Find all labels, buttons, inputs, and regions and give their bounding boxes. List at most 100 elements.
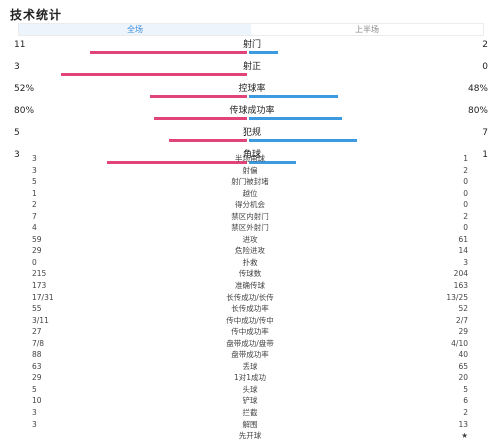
list-stats-section: 3 半场角球 1 3 射偏 2 5 射门被封堵 0 1 越位 0 2 得分机会 0 7 禁区内射门 2 4 禁区外射门… [24, 153, 476, 440]
stat-label: 得分机会 [235, 200, 265, 210]
home-value: 29 [32, 246, 42, 256]
home-value: 3/11 [32, 315, 49, 325]
stat-label: 头球 [242, 384, 258, 394]
home-value: 3 [32, 408, 37, 418]
away-bar [249, 139, 357, 142]
tab-full-match[interactable]: 全场 [19, 24, 251, 35]
home-value: 5 [32, 177, 37, 187]
away-value: 2 [463, 211, 468, 221]
list-stat-row: 29 1对1成功 20 [24, 372, 476, 384]
list-stat-row: 63 丢球 65 [24, 361, 476, 373]
home-value: 55 [32, 304, 42, 314]
list-stat-row: 7 禁区内射门 2 [24, 211, 476, 223]
away-value: 0 [463, 223, 468, 233]
away-value: 20 [458, 373, 468, 383]
home-bar [90, 51, 247, 54]
home-value: 7/8 [32, 338, 45, 348]
list-stat-row: 29 危险进攻 14 [24, 245, 476, 257]
list-stat-row: 2 得分机会 0 [24, 199, 476, 211]
stat-label: 准确传球 [235, 281, 265, 291]
bar-stat-row: 3 角球 1 [10, 150, 494, 172]
list-stat-row: 5 头球 5 [24, 384, 476, 396]
stat-label: 控球率 [238, 84, 266, 94]
away-value: 2 [463, 165, 468, 175]
away-bar [249, 117, 342, 120]
list-stat-row: 5 射门被封堵 0 [24, 176, 476, 188]
away-value: 65 [458, 361, 468, 371]
home-value: 7 [32, 211, 37, 221]
home-value: 3 [32, 165, 37, 175]
list-stat-row: 55 长传成功率 52 [24, 303, 476, 315]
home-value: 215 [32, 269, 47, 279]
list-stat-row: 先开球 ★ [24, 430, 476, 440]
stat-label: 先开球 [238, 431, 262, 440]
away-value: 204 [453, 269, 468, 279]
stat-label: 1对1成功 [233, 373, 267, 383]
away-bar [249, 161, 296, 164]
home-value: 1 [32, 188, 37, 198]
home-value: 80% [14, 106, 35, 116]
home-value: 59 [32, 234, 42, 244]
bar-stats-section: 11 射门 2 3 射正 0 52% 控球率 48% 80% 传球成功率 80% 5 犯规 7 3 角球 1 [10, 40, 494, 172]
home-value: 52% [14, 84, 35, 94]
list-stat-row: 173 准确传球 163 [24, 280, 476, 292]
stat-label: 犯规 [242, 128, 261, 138]
away-value: 2 [463, 408, 468, 418]
bar-stat-row: 80% 传球成功率 80% [10, 106, 494, 128]
tab-first-half[interactable]: 上半场 [355, 25, 379, 34]
stat-label: 射正 [242, 62, 261, 72]
home-value: 173 [32, 281, 47, 291]
stat-label: 射偏 [242, 165, 258, 175]
home-value: 3 [32, 419, 37, 429]
list-stat-row: 1 越位 0 [24, 188, 476, 200]
list-stat-row: 215 传球数 204 [24, 268, 476, 280]
away-value: 14 [458, 246, 468, 256]
stat-label: 铲球 [242, 396, 258, 406]
away-value: 13 [458, 419, 468, 429]
stat-label: 盘带成功/盘带 [226, 338, 274, 348]
list-stat-row: 7/8 盘带成功/盘带 4/10 [24, 338, 476, 350]
away-value: 29 [458, 327, 468, 337]
period-tabs: 全场 上半场 [18, 23, 484, 36]
list-stat-row: 3 射偏 2 [24, 165, 476, 177]
stat-label: 角球 [242, 150, 261, 160]
stat-label: 解围 [242, 419, 258, 429]
away-value: 6 [463, 396, 468, 406]
away-value: 163 [453, 281, 468, 291]
list-stat-row: 10 铲球 6 [24, 395, 476, 407]
home-bar [107, 161, 247, 164]
stat-label: 传中成功率 [231, 327, 269, 337]
home-value: 3 [32, 154, 37, 163]
stat-label: 传球数 [238, 269, 262, 279]
list-stat-row: 3 解围 13 [24, 419, 476, 431]
away-value: 52 [458, 304, 468, 314]
away-value: 7 [482, 128, 488, 138]
away-value: 5 [463, 384, 468, 394]
list-stat-row: 3 半场角球 1 [24, 153, 476, 165]
stat-label: 射门被封堵 [231, 177, 269, 187]
list-stat-row: 27 传中成功率 29 [24, 326, 476, 338]
stat-label: 禁区外射门 [231, 223, 269, 233]
list-stat-row: 59 进攻 61 [24, 234, 476, 246]
home-value: 3 [14, 150, 20, 160]
home-value: 63 [32, 361, 42, 371]
home-bar [61, 73, 247, 76]
list-stat-row: 17/31 长传成功/长传 13/25 [24, 292, 476, 304]
home-value: 88 [32, 350, 42, 360]
away-bar [249, 95, 338, 98]
away-value: 3 [463, 257, 468, 267]
stat-label: 长传成功率 [231, 304, 269, 314]
home-value: 29 [32, 373, 42, 383]
away-value: 61 [458, 234, 468, 244]
list-stat-row: 4 禁区外射门 0 [24, 222, 476, 234]
away-value: 80% [467, 106, 488, 116]
page-title: 技术统计 [10, 8, 63, 22]
away-bar [249, 51, 278, 54]
stat-label: 射门 [242, 40, 261, 50]
stat-label: 传球成功率 [229, 106, 275, 116]
away-value: 2 [482, 40, 488, 50]
home-value: 11 [14, 40, 26, 50]
home-value: 5 [32, 384, 37, 394]
away-value: 2/7 [455, 315, 468, 325]
home-value: 5 [14, 128, 20, 138]
